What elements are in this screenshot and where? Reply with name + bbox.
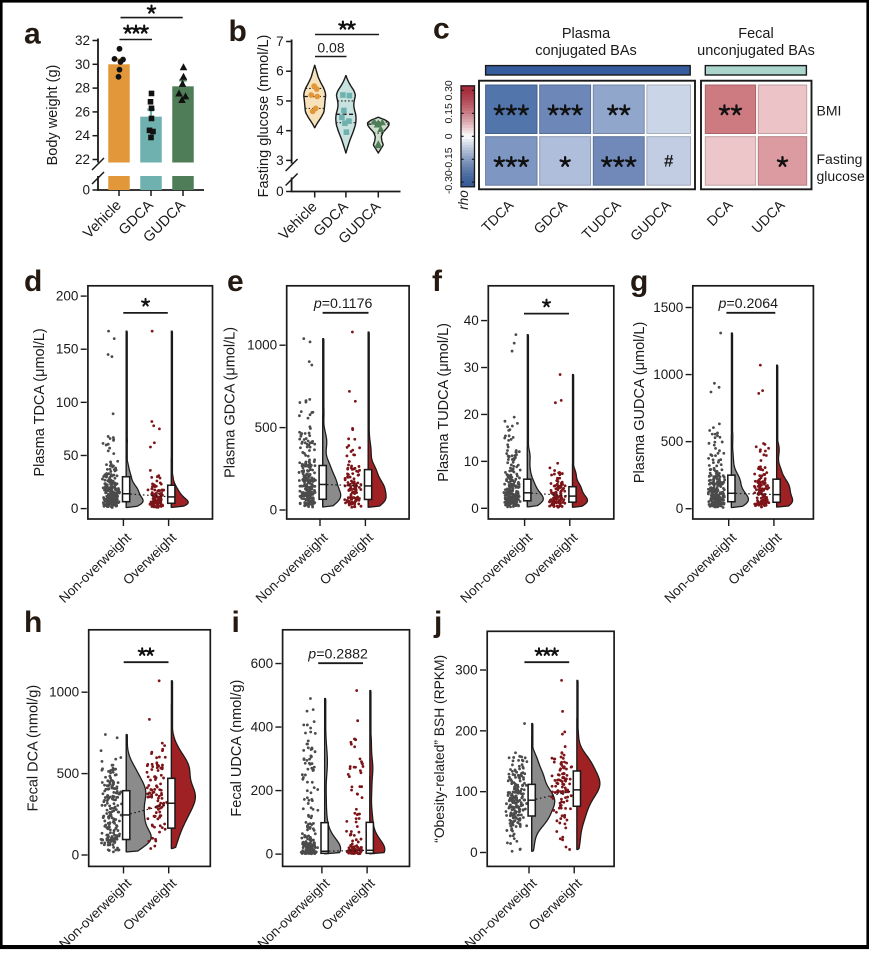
svg-text:30: 30 xyxy=(75,57,90,72)
svg-text:Plasma: Plasma xyxy=(562,26,611,42)
svg-text:0.15: 0.15 xyxy=(444,103,455,123)
svg-text:5: 5 xyxy=(276,94,284,109)
svg-text:j: j xyxy=(433,606,442,639)
svg-text:20: 20 xyxy=(464,407,479,422)
svg-text:BMI: BMI xyxy=(817,103,842,119)
svg-text:1500: 1500 xyxy=(653,300,683,315)
svg-text:0: 0 xyxy=(72,848,80,863)
svg-text:4: 4 xyxy=(276,123,284,138)
svg-text:100: 100 xyxy=(455,784,478,799)
svg-text:32: 32 xyxy=(75,33,90,48)
svg-text:0.08: 0.08 xyxy=(317,40,344,56)
svg-text:h: h xyxy=(24,606,42,639)
svg-text:0.30: 0.30 xyxy=(444,80,455,100)
svg-text:0: 0 xyxy=(270,503,278,518)
svg-text:1000: 1000 xyxy=(247,338,277,353)
svg-text:0: 0 xyxy=(471,501,479,516)
svg-text:Fecal UDCA (nmol/g): Fecal UDCA (nmol/g) xyxy=(229,680,245,817)
svg-text:0: 0 xyxy=(676,501,684,516)
svg-text:p=0.2064: p=0.2064 xyxy=(718,296,779,312)
svg-text:10: 10 xyxy=(464,454,479,469)
svg-text:40: 40 xyxy=(464,313,479,328)
svg-text:Plasma GDCA (μmol/L): Plasma GDCA (μmol/L) xyxy=(223,327,239,478)
svg-text:-0.30: -0.30 xyxy=(444,170,455,194)
svg-text:1000: 1000 xyxy=(49,685,79,700)
svg-text:100: 100 xyxy=(56,395,79,410)
svg-text:500: 500 xyxy=(57,766,80,781)
svg-text:Fasting: Fasting xyxy=(817,151,863,167)
svg-text:50: 50 xyxy=(63,448,78,463)
svg-text:3: 3 xyxy=(276,153,284,168)
svg-text:b: b xyxy=(229,15,247,48)
svg-text:26: 26 xyxy=(75,104,90,119)
svg-text:p=0.1176: p=0.1176 xyxy=(313,296,373,312)
svg-text:22: 22 xyxy=(75,152,90,167)
svg-text:c: c xyxy=(433,13,450,46)
svg-text:200: 200 xyxy=(251,783,274,798)
svg-text:0: 0 xyxy=(71,501,79,516)
svg-text:glucose: glucose xyxy=(817,168,865,184)
svg-text:7: 7 xyxy=(276,34,284,49)
svg-text:6: 6 xyxy=(276,64,284,79)
svg-text:Body weight (g): Body weight (g) xyxy=(45,65,61,166)
svg-text:Fasting glucose (mmol/L): Fasting glucose (mmol/L) xyxy=(256,35,272,198)
svg-text:f: f xyxy=(432,265,443,298)
svg-text:150: 150 xyxy=(56,342,79,357)
svg-text:400: 400 xyxy=(251,720,274,735)
svg-text:0: 0 xyxy=(276,184,284,199)
svg-text:“Obesity-related” BSH (RPKM): “Obesity-related” BSH (RPKM) xyxy=(432,655,447,843)
svg-text:d: d xyxy=(24,265,42,298)
svg-text:28: 28 xyxy=(75,81,90,96)
svg-text:600: 600 xyxy=(251,656,274,671)
svg-text:1000: 1000 xyxy=(653,367,683,382)
svg-text:500: 500 xyxy=(255,420,278,435)
svg-text:unconjugated BAs: unconjugated BAs xyxy=(697,43,815,59)
svg-text:200: 200 xyxy=(56,289,79,304)
svg-text:0: 0 xyxy=(266,847,274,862)
svg-text:0: 0 xyxy=(444,133,455,139)
svg-text:#: # xyxy=(664,151,674,170)
svg-text:0: 0 xyxy=(82,183,90,198)
svg-text:a: a xyxy=(24,18,41,51)
svg-text:e: e xyxy=(227,265,244,298)
svg-text:0: 0 xyxy=(470,845,478,860)
svg-text:Fecal DCA (nmol/g): Fecal DCA (nmol/g) xyxy=(26,685,42,812)
svg-text:200: 200 xyxy=(455,723,478,738)
svg-text:300: 300 xyxy=(455,663,478,678)
svg-text:Plasma GUDCA (μmol/L): Plasma GUDCA (μmol/L) xyxy=(632,322,648,483)
svg-text:30: 30 xyxy=(464,360,479,375)
svg-text:conjugated BAs: conjugated BAs xyxy=(535,43,637,59)
svg-text:i: i xyxy=(232,606,240,639)
svg-text:p=0.2882: p=0.2882 xyxy=(307,646,368,662)
svg-text:g: g xyxy=(630,265,648,298)
svg-text:Plasma TUDCA (μmol/L): Plasma TUDCA (μmol/L) xyxy=(436,323,452,482)
svg-text:Fecal: Fecal xyxy=(738,26,773,42)
svg-text:rho: rho xyxy=(456,190,471,210)
svg-text:500: 500 xyxy=(661,434,684,449)
svg-text:-0.15: -0.15 xyxy=(444,147,455,171)
svg-text:Plasma TDCA (μmol/L): Plasma TDCA (μmol/L) xyxy=(32,328,48,476)
svg-text:24: 24 xyxy=(75,128,91,143)
